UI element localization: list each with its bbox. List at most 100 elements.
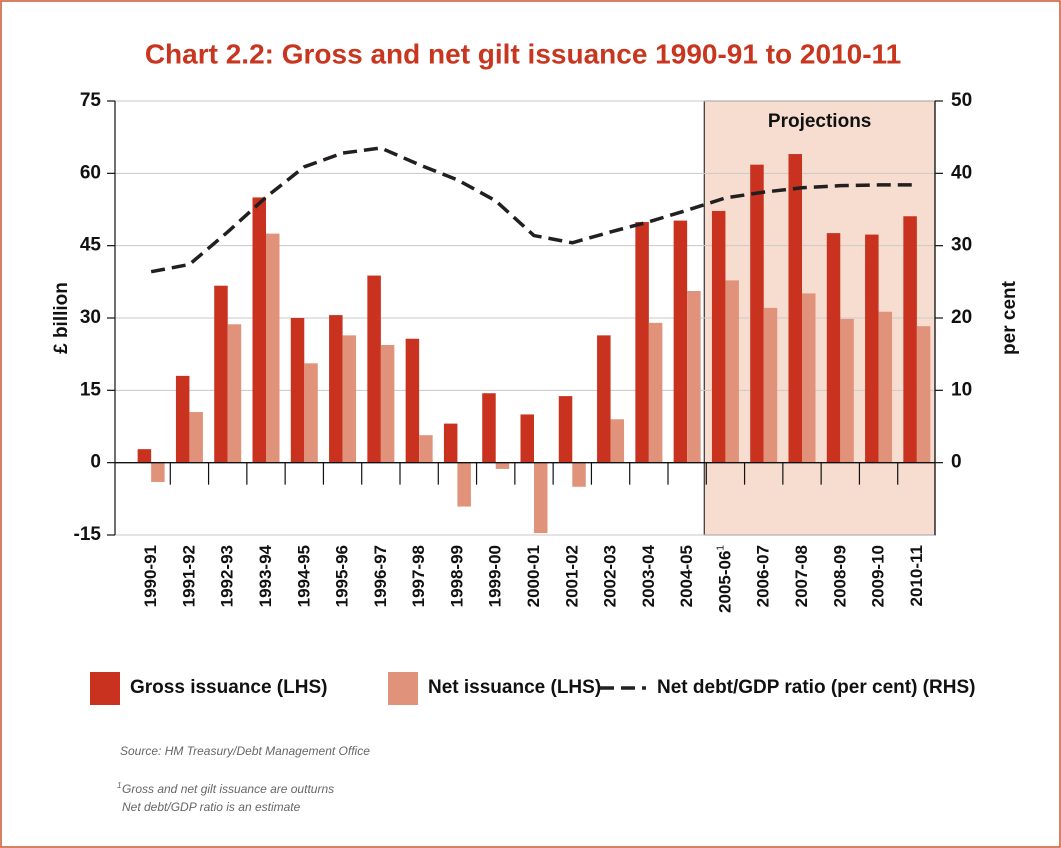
bar (826, 233, 841, 463)
bar (725, 280, 739, 463)
y-tick-label: 60 (80, 162, 101, 183)
bar (635, 222, 649, 463)
x-tick-text: 1999-00 (486, 545, 505, 607)
x-tick-label: 1994-95 (295, 545, 314, 607)
x-tick-text: 2007-08 (792, 545, 811, 607)
x-tick-label: 2005-061 (715, 545, 735, 613)
footnote: Net debt/GDP ratio is an estimate (122, 800, 301, 814)
bar (214, 285, 228, 463)
bar (342, 335, 357, 463)
x-tick-text: 1990-91 (142, 545, 161, 607)
bar (482, 393, 496, 463)
legend-swatch (388, 672, 418, 705)
y2-tick-label: 20 (951, 307, 972, 328)
x-tick-text: 1998-99 (448, 545, 467, 607)
bar (252, 197, 266, 463)
x-tick-text: 2003-04 (639, 544, 658, 607)
y2-tick-label: 40 (951, 162, 972, 183)
bar (520, 414, 534, 463)
bar (572, 462, 586, 487)
x-tick-label: 2009-10 (869, 545, 888, 607)
x-tick-label: 1995-96 (333, 545, 352, 607)
x-tick-label: 1991-92 (180, 545, 199, 607)
line (150, 146, 917, 274)
bar (304, 363, 318, 463)
x-tick-text: 2008-09 (831, 545, 850, 607)
y2-axis-title: per cent (999, 280, 1020, 355)
bar (865, 234, 879, 463)
x-tick-label: 2001-02 (563, 545, 582, 607)
x-tick-label: 1998-99 (448, 545, 467, 607)
bar (405, 338, 420, 463)
bar (457, 462, 471, 507)
bar (878, 311, 893, 463)
x-tick-text: 1993-94 (256, 544, 275, 607)
x-tick-text: 2010-11 (907, 545, 926, 606)
bar (189, 412, 203, 463)
bar (916, 326, 931, 463)
bar (419, 435, 433, 463)
bar (266, 233, 280, 463)
bar (495, 462, 510, 469)
x-tick-label: 2003-04 (639, 544, 658, 607)
x-tick-label: 2006-07 (754, 545, 773, 607)
bar (903, 216, 917, 463)
x-tick-label: 2007-08 (792, 545, 811, 607)
y2-tick-label: 0 (951, 452, 962, 473)
x-tick-text: 1992-93 (218, 545, 237, 607)
bar (380, 345, 395, 463)
x-tick-text: 1994-95 (295, 545, 314, 607)
x-tick-label: 2002-03 (601, 545, 620, 607)
y2-tick-label: 50 (951, 90, 972, 111)
x-tick-text: 2001-02 (563, 545, 582, 607)
footnote-mark: 1 (715, 545, 726, 551)
bar (137, 449, 152, 463)
x-tick-text: 1996-97 (371, 545, 390, 607)
bar (290, 318, 305, 463)
y-tick-label: 15 (80, 379, 102, 400)
bar (840, 318, 854, 463)
x-tick-text: 2000-01 (524, 545, 543, 607)
bar (534, 462, 548, 534)
bar (151, 462, 165, 482)
bar (227, 324, 242, 463)
bar (597, 335, 611, 463)
bar (175, 375, 190, 463)
x-tick-label: 2010-11 (907, 545, 926, 606)
y-tick-label: 30 (80, 307, 101, 328)
legend-label: Gross issuance (LHS) (130, 677, 327, 698)
projection-label: Projections (768, 111, 871, 132)
x-tick-text: 2005-06 (716, 551, 735, 613)
bar (673, 220, 688, 463)
legend-label: Net issuance (LHS) (428, 677, 601, 698)
x-tick-text: 2009-10 (869, 545, 888, 607)
bar (802, 293, 816, 463)
y2-tick-label: 10 (951, 379, 972, 400)
x-tick-label: 1990-91 (142, 545, 161, 607)
x-tick-text: 2004-05 (678, 545, 697, 607)
x-tick-label: 2004-05 (678, 545, 697, 607)
footnote-mark: 1 (117, 781, 121, 790)
y-tick-label: 75 (80, 90, 102, 111)
y-tick-label: 45 (80, 235, 102, 256)
x-tick-label: 1997-98 (410, 545, 429, 607)
bar (610, 419, 625, 463)
bar (687, 290, 701, 463)
bar (367, 275, 381, 463)
x-tick-label: 2008-09 (831, 545, 850, 607)
footnote: Gross and net gilt issuance are outturns (122, 782, 334, 796)
x-tick-text: 2006-07 (754, 545, 773, 607)
x-tick-text: 1995-96 (333, 545, 352, 607)
bar (648, 322, 663, 463)
x-tick-label: 1993-94 (256, 544, 275, 607)
bar (763, 307, 778, 463)
x-tick-label: 1999-00 (486, 545, 505, 607)
x-tick-text: 2002-03 (601, 545, 620, 607)
y-tick-label: -15 (74, 524, 102, 545)
chart-title: Chart 2.2: Gross and net gilt issuance 1… (145, 38, 901, 69)
y2-tick-label: 30 (951, 235, 972, 256)
x-tick-label: 1996-97 (371, 545, 390, 607)
bar (750, 164, 764, 463)
legend-swatch (90, 672, 120, 705)
